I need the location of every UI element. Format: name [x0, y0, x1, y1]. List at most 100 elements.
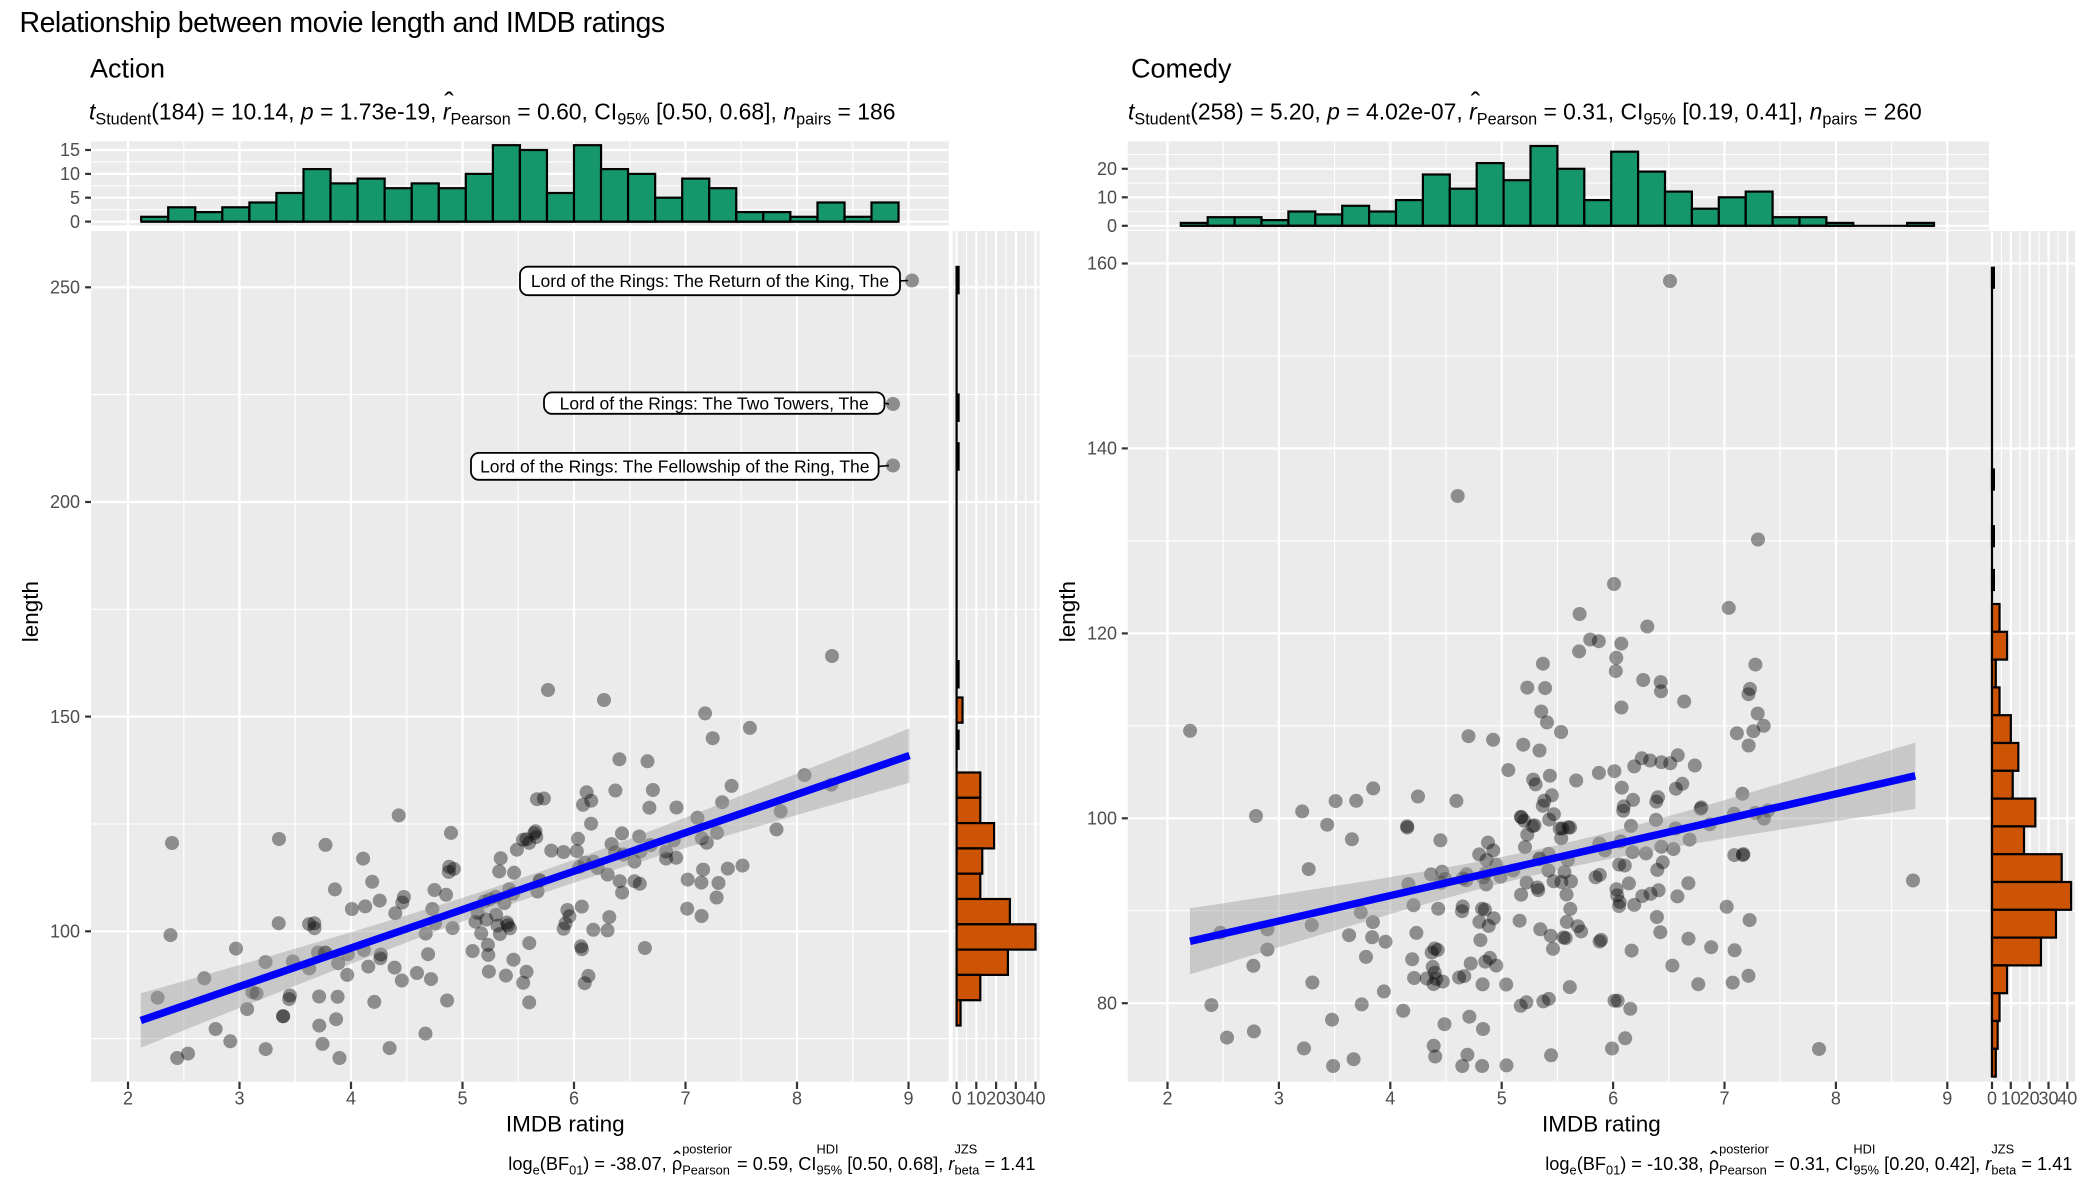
- svg-text:ˆ: ˆ: [1710, 1147, 1718, 1173]
- svg-text:6: 6: [1608, 1089, 1618, 1109]
- svg-text:4: 4: [1385, 1089, 1395, 1109]
- svg-text:r: r: [443, 99, 452, 125]
- svg-text:20: 20: [2020, 1089, 2040, 1109]
- svg-text:[0.20, 0.42],: [0.20, 0.42],: [1879, 1154, 1985, 1174]
- svg-text:Lord of the Rings: The Fellows: Lord of the Rings: The Fellowship of the…: [480, 457, 869, 477]
- svg-text:t: t: [89, 99, 97, 125]
- svg-text:JZS: JZS: [1991, 1142, 2014, 1157]
- svg-text:0: 0: [1107, 216, 1117, 236]
- svg-text:HDI: HDI: [1853, 1142, 1875, 1157]
- svg-text:= 1.41: = 1.41: [979, 1154, 1035, 1174]
- svg-text:4: 4: [346, 1089, 356, 1109]
- svg-text:IMDB rating: IMDB rating: [1542, 1112, 1661, 1137]
- svg-text:= 4.02e-07,: = 4.02e-07,: [1340, 99, 1469, 125]
- svg-text:beta: beta: [1991, 1163, 2017, 1178]
- svg-text:Relationship between movie len: Relationship between movie length and IM…: [20, 7, 665, 39]
- svg-text:150: 150: [50, 707, 80, 727]
- svg-text:120: 120: [1087, 624, 1117, 644]
- svg-text:95%: 95%: [617, 111, 649, 129]
- svg-text:10: 10: [966, 1089, 986, 1109]
- svg-text:95%: 95%: [1644, 111, 1676, 129]
- svg-text:10: 10: [2001, 1089, 2021, 1109]
- svg-text:ρ: ρ: [1709, 1154, 1719, 1174]
- svg-text:01: 01: [569, 1163, 583, 1178]
- svg-text:3: 3: [1274, 1089, 1284, 1109]
- svg-text:r: r: [1469, 99, 1478, 125]
- svg-text:posterior: posterior: [682, 1142, 733, 1157]
- svg-text:length: length: [1055, 581, 1080, 642]
- svg-text:20: 20: [986, 1089, 1006, 1109]
- svg-text:20: 20: [1097, 159, 1117, 179]
- svg-text:pairs: pairs: [796, 111, 831, 129]
- svg-text:HDI: HDI: [817, 1142, 839, 1157]
- svg-text:= 1.73e-19,: = 1.73e-19,: [314, 99, 443, 125]
- svg-text:5: 5: [1497, 1089, 1507, 1109]
- svg-text:2: 2: [123, 1089, 133, 1109]
- svg-text:10: 10: [60, 164, 80, 184]
- svg-text:e: e: [1570, 1163, 1577, 1178]
- svg-text:160: 160: [1087, 254, 1117, 274]
- svg-text:100: 100: [1087, 809, 1117, 829]
- svg-text:7: 7: [1719, 1089, 1729, 1109]
- svg-text:log: log: [508, 1154, 532, 1174]
- svg-text:Pearson: Pearson: [451, 111, 511, 129]
- svg-text:5: 5: [70, 188, 80, 208]
- svg-text:= 0.59, CI: = 0.59, CI: [732, 1154, 816, 1174]
- svg-text:9: 9: [1942, 1089, 1952, 1109]
- svg-text:ˆ: ˆ: [673, 1147, 681, 1173]
- svg-text:140: 140: [1087, 439, 1117, 459]
- svg-text:Pearson: Pearson: [1477, 111, 1537, 129]
- svg-text:Pearson: Pearson: [1719, 1163, 1767, 1178]
- svg-text:01: 01: [1606, 1163, 1620, 1178]
- svg-text:6: 6: [569, 1089, 579, 1109]
- svg-text:100: 100: [50, 922, 80, 942]
- svg-text:= 0.31, CI: = 0.31, CI: [1537, 99, 1643, 125]
- svg-text:pairs: pairs: [1822, 111, 1857, 129]
- svg-text:= 0.60, CI: = 0.60, CI: [511, 99, 617, 125]
- svg-text:beta: beta: [955, 1163, 981, 1178]
- svg-text:200: 200: [50, 492, 80, 512]
- svg-text:10: 10: [1097, 188, 1117, 208]
- svg-text:= 1.41: = 1.41: [2016, 1154, 2072, 1174]
- svg-text:95%: 95%: [1853, 1163, 1879, 1178]
- svg-text:Lord of the Rings: The Two Tow: Lord of the Rings: The Two Towers, The: [560, 393, 869, 413]
- svg-text:r: r: [948, 1154, 955, 1174]
- svg-text:Comedy: Comedy: [1131, 54, 1232, 84]
- svg-text:n: n: [1810, 99, 1823, 125]
- svg-text:(184) = 10.14,: (184) = 10.14,: [151, 99, 301, 125]
- svg-text:[0.19, 0.41],: [0.19, 0.41],: [1676, 99, 1810, 125]
- svg-text:(BF: (BF: [1577, 1154, 1606, 1174]
- svg-text:9: 9: [903, 1089, 913, 1109]
- svg-text:7: 7: [680, 1089, 690, 1109]
- svg-text:= 0.31, CI: = 0.31, CI: [1769, 1154, 1853, 1174]
- svg-text:250: 250: [50, 278, 80, 298]
- svg-text:r: r: [1985, 1154, 1992, 1174]
- svg-text:= 186: = 186: [831, 99, 895, 125]
- svg-text:Student: Student: [1134, 111, 1190, 129]
- svg-text:p: p: [300, 99, 314, 125]
- svg-text:length: length: [18, 581, 43, 642]
- svg-text:0: 0: [952, 1089, 962, 1109]
- svg-text:IMDB rating: IMDB rating: [506, 1112, 625, 1137]
- svg-text:80: 80: [1097, 993, 1117, 1013]
- svg-text:95%: 95%: [817, 1163, 843, 1178]
- svg-text:0: 0: [70, 212, 80, 232]
- svg-text:Lord of the Rings: The Return: Lord of the Rings: The Return of the Kin…: [531, 271, 889, 291]
- svg-text:(BF: (BF: [540, 1154, 569, 1174]
- svg-text:8: 8: [792, 1089, 802, 1109]
- svg-text:ρ: ρ: [672, 1154, 682, 1174]
- svg-text:5: 5: [457, 1089, 467, 1109]
- svg-text:ˆ: ˆ: [444, 88, 454, 120]
- svg-text:[0.50, 0.68],: [0.50, 0.68],: [842, 1154, 948, 1174]
- svg-text:Student: Student: [95, 111, 151, 129]
- svg-text:40: 40: [1025, 1089, 1045, 1109]
- svg-text:e: e: [533, 1163, 540, 1178]
- svg-text:30: 30: [1006, 1089, 1026, 1109]
- svg-text:3: 3: [234, 1089, 244, 1109]
- svg-text:8: 8: [1831, 1089, 1841, 1109]
- svg-text:(258) = 5.20,: (258) = 5.20,: [1190, 99, 1327, 125]
- svg-text:t: t: [1128, 99, 1136, 125]
- svg-text:Pearson: Pearson: [682, 1163, 730, 1178]
- svg-text:JZS: JZS: [955, 1142, 978, 1157]
- svg-text:p: p: [1326, 99, 1340, 125]
